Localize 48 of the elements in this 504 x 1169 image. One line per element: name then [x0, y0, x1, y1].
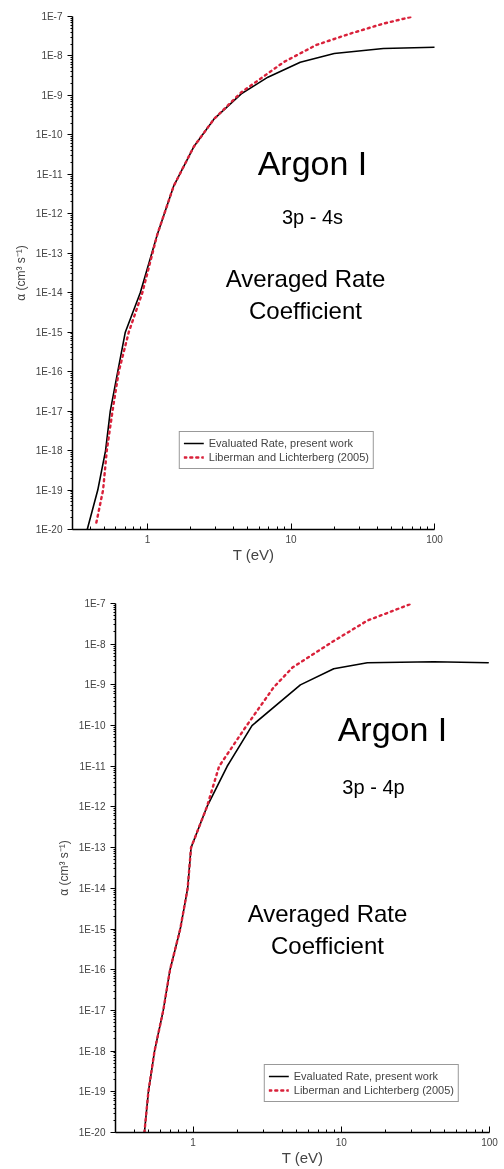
y-tick-label: 1E-7	[41, 11, 63, 22]
annotation: 3p - 4p	[342, 775, 405, 798]
y-tick-label: 1E-16	[78, 964, 106, 976]
legend-label: Evaluated Rate, present work	[293, 1069, 439, 1083]
y-tick-label: 1E-11	[36, 168, 63, 180]
y-tick-label: 1E-12	[78, 801, 106, 813]
y-tick-label: 1E-8	[41, 50, 63, 62]
annotation: Argon I	[257, 143, 368, 182]
annotation: Averaged Rate Coefficient	[247, 900, 408, 959]
x-tick-label: 100	[426, 533, 444, 545]
y-tick-label: 1E-17	[78, 1004, 106, 1016]
y-tick-label: 1E-12	[35, 208, 63, 220]
legend-label: Liberman and Lichterberg (2005)	[293, 1083, 454, 1097]
x-tick-label: 1	[144, 533, 151, 545]
y-tick-label: 1E-19	[35, 484, 63, 496]
y-tick-label: 1E-13	[35, 247, 63, 259]
y-tick-label: 1E-14	[35, 287, 63, 299]
y-tick-label: 1E-20	[35, 524, 63, 535]
annotation: Argon I	[337, 709, 448, 748]
annotation: 3p - 4s	[281, 205, 344, 228]
y-tick-label: 1E-18	[78, 1045, 106, 1057]
legend-label: Liberman and Lichterberg (2005)	[208, 450, 369, 464]
y-tick-label: 1E-16	[35, 366, 63, 378]
y-tick-label: 1E-7	[84, 598, 106, 609]
x-tick-label: 1	[190, 1136, 197, 1148]
y-tick-label: 1E-14	[78, 882, 106, 894]
x-tick-label: 100	[481, 1136, 499, 1148]
x-tick-label: 10	[335, 1136, 348, 1148]
legend-label: Evaluated Rate, present work	[208, 436, 354, 450]
x-axis-title: T (eV)	[232, 545, 275, 563]
y-tick-label: 1E-15	[35, 326, 63, 338]
annotation: Averaged Rate Coefficient	[225, 265, 386, 324]
y-tick-label: 1E-9	[41, 89, 63, 101]
y-tick-label: 1E-20	[78, 1127, 106, 1138]
x-axis-title: T (eV)	[281, 1148, 324, 1166]
y-tick-label: 1E-18	[35, 445, 63, 457]
y-tick-label: 1E-13	[78, 842, 106, 854]
y-tick-label: 1E-9	[84, 679, 106, 691]
y-axis-title: α (cm³ s⁻¹)	[56, 840, 71, 896]
y-tick-label: 1E-10	[35, 129, 63, 141]
x-tick-label: 10	[285, 533, 298, 545]
y-tick-label: 1E-15	[78, 923, 106, 935]
y-tick-label: 1E-19	[78, 1086, 106, 1098]
y-tick-label: 1E-11	[79, 760, 106, 772]
y-axis-title: α (cm³ s⁻¹)	[13, 245, 28, 301]
y-tick-label: 1E-17	[35, 405, 63, 417]
y-tick-label: 1E-8	[84, 638, 106, 650]
y-tick-label: 1E-10	[78, 720, 106, 732]
